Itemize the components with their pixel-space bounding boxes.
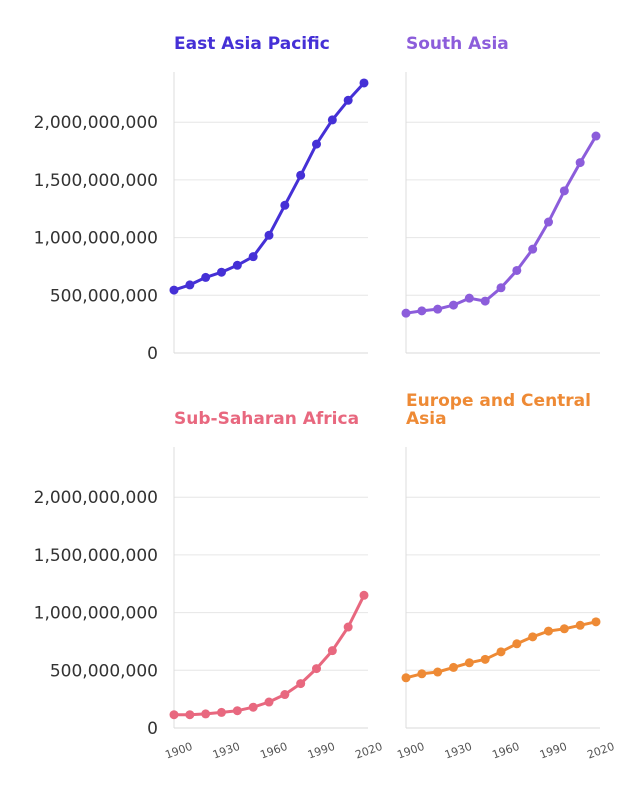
data-point-east-asia-pacific [359, 78, 369, 88]
y-tick-label: 1,500,000,000 [34, 171, 158, 191]
x-tick-label: 1900 [163, 740, 194, 762]
label-layer: East Asia Pacific South Asia Sub-Saharan A… [174, 34, 591, 429]
y-tick-label: 500,000,000 [50, 286, 158, 306]
data-point-south-asia [496, 283, 506, 293]
y-tick-label: 2,000,000,000 [34, 113, 158, 133]
data-point-east-asia-pacific [185, 280, 195, 290]
data-point-east-asia-pacific [217, 267, 226, 277]
data-point-east-asia-pacific [343, 95, 353, 105]
data-point-europe-and-central-asia [433, 667, 443, 677]
data-point-east-asia-pacific [232, 260, 242, 270]
data-point-south-asia [401, 308, 411, 318]
data-point-south-asia [433, 304, 443, 314]
data-point-east-asia-pacific [280, 200, 290, 210]
data-point-sub-saharan-africa [343, 622, 353, 632]
panel-title-europe-and-central-asia: Europe and Central Asia [406, 391, 591, 429]
data-point-east-asia-pacific [327, 115, 337, 125]
data-point-europe-and-central-asia [575, 620, 585, 630]
x-tick-label: 2020 [353, 740, 384, 762]
data-point-south-asia [559, 186, 569, 196]
data-point-sub-saharan-africa [232, 706, 242, 716]
y-tick-label: 500,000,000 [50, 661, 158, 681]
data-point-europe-and-central-asia [544, 626, 553, 636]
x-tick-label: 1960 [258, 740, 289, 762]
data-point-south-asia [528, 244, 538, 254]
data-point-south-asia [449, 300, 458, 310]
x-tick-label: 1930 [443, 740, 474, 762]
data-point-sub-saharan-africa [359, 590, 369, 600]
data-point-europe-and-central-asia [480, 654, 490, 664]
data-point-east-asia-pacific [248, 252, 258, 262]
data-point-south-asia [575, 158, 585, 168]
data-point-east-asia-pacific [312, 139, 321, 149]
panel-title-line: Asia [406, 409, 447, 429]
panel-title-east-asia-pacific: East Asia Pacific [174, 34, 330, 54]
x-tick-label: 2020 [585, 740, 616, 762]
y-tick-label: 1,500,000,000 [34, 546, 158, 566]
x-tick-label: 1990 [306, 740, 337, 762]
y-tick-label: 1,000,000,000 [34, 229, 158, 249]
series-layer [169, 78, 601, 720]
data-point-east-asia-pacific [264, 230, 274, 240]
panel-title-sub-saharan-africa: Sub-Saharan Africa [174, 409, 359, 429]
data-point-south-asia [591, 131, 601, 141]
y-tick-label: 2,000,000,000 [34, 488, 158, 508]
data-point-east-asia-pacific [169, 285, 179, 295]
data-point-east-asia-pacific [201, 272, 211, 282]
data-point-sub-saharan-africa [248, 702, 258, 712]
data-point-europe-and-central-asia [591, 617, 601, 627]
data-point-sub-saharan-africa [327, 646, 337, 656]
data-point-europe-and-central-asia [512, 639, 522, 649]
data-point-sub-saharan-africa [201, 709, 211, 719]
data-point-europe-and-central-asia [559, 624, 569, 634]
y-tick-label: 1,000,000,000 [34, 604, 158, 624]
panel-title-line: Europe and Central [406, 391, 591, 411]
data-point-europe-and-central-asia [417, 669, 427, 679]
data-point-south-asia [512, 265, 522, 275]
x-tick-label: 1900 [395, 740, 426, 762]
grid-layer [174, 121, 600, 729]
data-point-sub-saharan-africa [185, 710, 195, 720]
data-point-europe-and-central-asia [528, 632, 538, 642]
y-tick-label: 0 [147, 344, 158, 364]
data-point-sub-saharan-africa [312, 664, 321, 674]
data-point-europe-and-central-asia [449, 662, 458, 672]
data-point-europe-and-central-asia [496, 647, 506, 657]
data-point-south-asia [480, 296, 490, 306]
series-line-east-asia-pacific [172, 81, 366, 292]
data-point-south-asia [417, 306, 427, 316]
data-point-south-asia [544, 217, 553, 227]
x-tick-label: 1960 [490, 740, 521, 762]
data-point-europe-and-central-asia [464, 658, 474, 668]
x-tick-label: 1930 [211, 740, 242, 762]
data-point-east-asia-pacific [296, 170, 306, 180]
data-point-sub-saharan-africa [169, 710, 179, 720]
data-point-sub-saharan-africa [264, 697, 274, 707]
data-point-sub-saharan-africa [280, 690, 290, 700]
data-point-europe-and-central-asia [401, 673, 411, 683]
x-tick-label: 1990 [538, 740, 569, 762]
data-point-south-asia [464, 293, 474, 303]
data-point-sub-saharan-africa [217, 707, 226, 717]
panel-title-south-asia: South Asia [406, 34, 509, 54]
y-tick-label: 0 [147, 719, 158, 739]
series-line-sub-saharan-africa [172, 593, 366, 717]
data-point-sub-saharan-africa [296, 679, 306, 689]
